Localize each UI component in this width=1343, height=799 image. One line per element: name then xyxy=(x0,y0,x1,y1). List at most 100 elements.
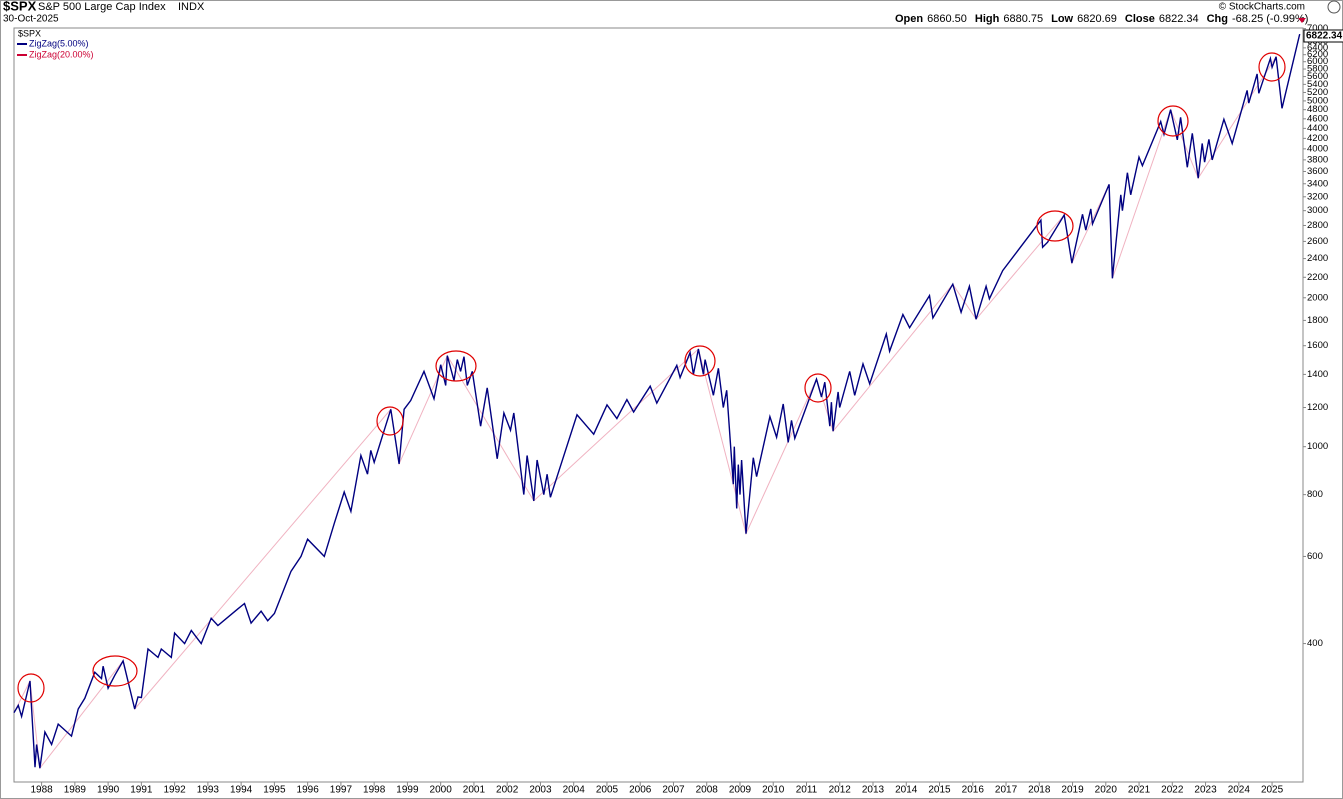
x-tick-label: 1988 xyxy=(30,785,53,796)
x-tick-label: 1996 xyxy=(297,785,320,796)
y-tick-label: 2400 xyxy=(1307,253,1328,264)
y-tick-label: 3200 xyxy=(1307,191,1328,202)
y-tick-label: 7000 xyxy=(1307,23,1328,34)
peak-circle xyxy=(1258,52,1286,82)
x-tick-label: 2012 xyxy=(829,785,852,796)
peak-circle xyxy=(804,373,832,403)
x-tick-label: 1998 xyxy=(363,785,386,796)
x-tick-label: 1994 xyxy=(230,785,253,796)
x-tick-label: 2001 xyxy=(463,785,486,796)
y-tick-label: 4800 xyxy=(1307,104,1328,115)
x-tick-label: 2014 xyxy=(895,785,918,796)
peak-circle xyxy=(684,345,716,377)
ohlc-value: 6822.34 xyxy=(1159,13,1199,25)
x-tick-label: 1993 xyxy=(197,785,220,796)
legend-label: ZigZag(5.00%) xyxy=(29,38,89,48)
x-tick-label: 2004 xyxy=(563,785,586,796)
x-tick-label: 2000 xyxy=(430,785,453,796)
x-tick-label: 2025 xyxy=(1261,785,1284,796)
y-tick-label: 600 xyxy=(1307,551,1323,562)
series-line xyxy=(13,33,1301,769)
x-tick-label: 2003 xyxy=(529,785,552,796)
search-icon[interactable] xyxy=(1327,0,1341,14)
x-tick-label: 2010 xyxy=(762,785,785,796)
x-tick-label: 2018 xyxy=(1028,785,1051,796)
x-tick-label: 1992 xyxy=(164,785,187,796)
ohlc-value: -68.25 (-0.99%) xyxy=(1232,13,1308,25)
x-tick-label: 2017 xyxy=(995,785,1018,796)
peak-circle xyxy=(1036,210,1074,242)
x-tick-label: 2002 xyxy=(496,785,519,796)
peak-circle xyxy=(92,655,138,687)
y-tick-label: 4200 xyxy=(1307,133,1328,144)
y-tick-label: 4400 xyxy=(1307,123,1328,134)
y-tick-label: 1800 xyxy=(1307,315,1328,326)
ohlc-value: 6820.69 xyxy=(1077,13,1117,25)
y-tick-label: 5800 xyxy=(1307,64,1328,75)
y-tick-label: 400 xyxy=(1307,638,1323,649)
x-tick-label: 2013 xyxy=(862,785,885,796)
x-tick-label: 1989 xyxy=(64,785,87,796)
x-tick-label: 2022 xyxy=(1161,785,1184,796)
peak-circle xyxy=(1157,105,1189,137)
peak-circle xyxy=(376,406,404,436)
y-tick-label: 5400 xyxy=(1307,79,1328,90)
y-tick-label: 3800 xyxy=(1307,154,1328,165)
x-tick-label: 1990 xyxy=(97,785,120,796)
ohlc-bar: Open 6860.50 High 6880.75 Low 6820.69 Close 682… xyxy=(895,13,1308,25)
price-tag: 6822.34 xyxy=(1306,31,1343,42)
ohlc-label: Chg xyxy=(1207,13,1228,25)
y-tick-label: 2600 xyxy=(1307,236,1328,247)
x-tick-label: 1995 xyxy=(263,785,286,796)
ohlc-label: Open xyxy=(895,13,923,25)
x-tick-label: 2024 xyxy=(1228,785,1251,796)
plot xyxy=(13,33,1301,770)
y-tick-label: 2200 xyxy=(1307,272,1328,283)
y-tick-label: 6400 xyxy=(1307,42,1328,53)
y-tick-label: 5600 xyxy=(1307,71,1328,82)
down-arrow xyxy=(1298,18,1306,23)
y-tick-label: 3600 xyxy=(1307,166,1328,177)
x-tick-label: 2009 xyxy=(729,785,752,796)
ohlc-label: High xyxy=(975,13,1000,25)
x-tick-label: 1997 xyxy=(330,785,353,796)
y-tick-label: 800 xyxy=(1307,489,1323,500)
x-tick-label: 2015 xyxy=(928,785,951,796)
x-tick-label: 1999 xyxy=(396,785,419,796)
y-tick-label: 4000 xyxy=(1307,143,1328,154)
y-tick-label: 4600 xyxy=(1307,113,1328,124)
legend-title: $SPX xyxy=(18,28,41,38)
x-tick-label: 2007 xyxy=(662,785,685,796)
x-tick-label: 2016 xyxy=(962,785,985,796)
x-tick-label: 2019 xyxy=(1061,785,1084,796)
y-tick-label: 2000 xyxy=(1307,292,1328,303)
annotations xyxy=(17,52,1286,703)
x-tick-label: 2008 xyxy=(696,785,719,796)
x-tick-label: 2006 xyxy=(629,785,652,796)
ohlc-value: 6880.75 xyxy=(1003,13,1043,25)
exchange: INDX xyxy=(178,1,205,13)
x-tick-label: 1991 xyxy=(130,785,153,796)
peak-circle xyxy=(435,350,477,382)
y-tick-label: 3400 xyxy=(1307,178,1328,189)
plot-area xyxy=(13,27,1304,783)
x-tick-label: 2023 xyxy=(1194,785,1217,796)
y-tick-label: 3000 xyxy=(1307,205,1328,216)
credit: © StockCharts.com xyxy=(1219,2,1305,13)
y-tick-label: 6000 xyxy=(1307,56,1328,67)
peak-circle xyxy=(17,673,45,703)
y-tick-label: 2800 xyxy=(1307,220,1328,231)
ohlc-label: Low xyxy=(1051,13,1073,25)
legend-label: ZigZag(20.00%) xyxy=(29,49,94,59)
price-tag-bg xyxy=(1303,29,1343,43)
date: 30-Oct-2025 xyxy=(3,14,59,25)
symbol: $SPX xyxy=(3,0,37,13)
x-tick-label: 2021 xyxy=(1128,785,1151,796)
y-tick-label: 5200 xyxy=(1307,87,1328,98)
x-tick-label: 2020 xyxy=(1095,785,1118,796)
y-tick-label: 5000 xyxy=(1307,95,1328,106)
ohlc-value: 6860.50 xyxy=(927,13,967,25)
y-tick-label: 1000 xyxy=(1307,441,1328,452)
